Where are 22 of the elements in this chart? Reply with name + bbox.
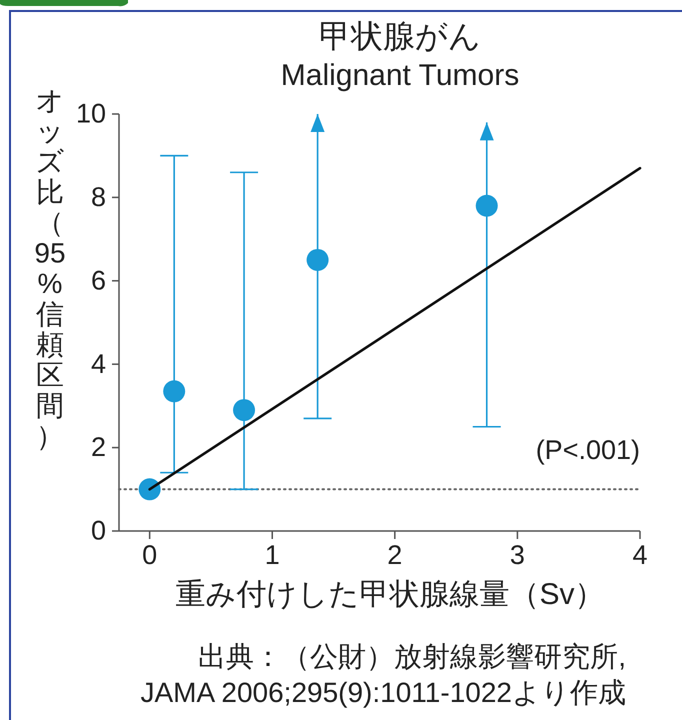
y-tick-label: 6: [90, 265, 106, 296]
point: [138, 478, 161, 500]
chart-title: 甲状腺がん: [319, 18, 481, 54]
x-tick-label: 1: [264, 540, 280, 570]
point: [163, 380, 186, 402]
point: [233, 399, 256, 422]
y-tick-label: 2: [90, 432, 106, 462]
annotation: (P<.001): [536, 435, 640, 465]
source-note: 出典：（公財）放射線影響研究所, JAMA 2006;295(9):1011-1022より作成: [140, 641, 626, 708]
x-tick-label: 2: [387, 540, 402, 570]
y-tick-label: 10: [76, 98, 106, 129]
chart-subtitle: Malignant Tumors: [280, 59, 520, 92]
x-tick-label: 3: [510, 540, 525, 570]
point: [476, 194, 498, 217]
text: オッズ比（95%信頼区間）: [34, 85, 66, 452]
x-tick-label: 4: [632, 540, 648, 570]
y-tick-label: 0: [90, 516, 106, 546]
y-tick-label: 4: [90, 348, 106, 379]
y-tick-label: 8: [90, 182, 106, 212]
point: [306, 248, 329, 271]
x-axis-title: 重み付けした甲状腺線量（Sv）: [175, 578, 605, 611]
x-tick-label: 0: [142, 540, 158, 570]
